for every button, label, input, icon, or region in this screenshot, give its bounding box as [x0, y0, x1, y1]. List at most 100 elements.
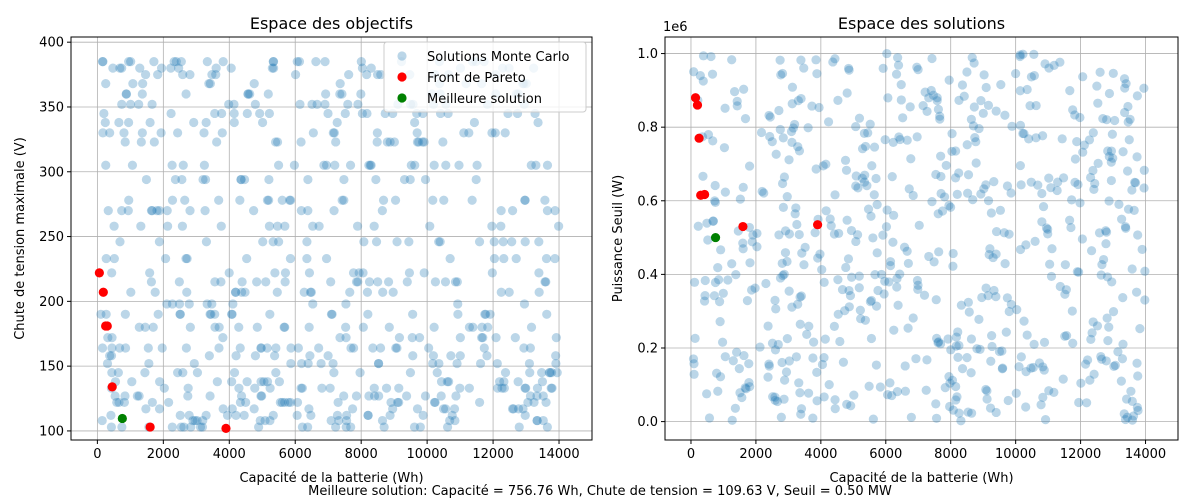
monte-carlo-point: [982, 386, 992, 396]
monte-carlo-point: [285, 195, 295, 205]
chart-title: Espace des solutions: [838, 14, 1005, 33]
monte-carlo-point: [1066, 222, 1076, 233]
monte-carlo-point: [989, 285, 999, 296]
monte-carlo-point: [885, 261, 896, 271]
monte-carlo-point: [477, 333, 487, 343]
monte-carlo-point: [363, 309, 373, 319]
monte-carlo-point: [520, 237, 530, 247]
monte-carlo-point: [339, 391, 349, 401]
monte-carlo-point: [994, 346, 1005, 357]
monte-carlo-point: [728, 356, 738, 366]
monte-carlo-point: [1057, 134, 1067, 144]
monte-carlo-point: [841, 165, 852, 175]
monte-carlo-point: [1065, 86, 1075, 96]
monte-carlo-point: [1122, 412, 1133, 422]
monte-carlo-point: [347, 404, 358, 414]
monte-carlo-point: [1067, 306, 1077, 316]
monte-carlo-point: [998, 363, 1008, 373]
monte-carlo-point: [710, 180, 720, 191]
monte-carlo-point: [379, 422, 389, 432]
monte-carlo-point: [137, 128, 147, 138]
monte-carlo-point: [952, 392, 962, 402]
monte-carlo-point: [124, 57, 134, 67]
monte-carlo-point: [496, 287, 506, 297]
monte-carlo-point: [1002, 293, 1012, 303]
monte-carlo-point: [1004, 229, 1014, 239]
monte-carlo-point: [945, 378, 955, 388]
monte-carlo-point: [454, 160, 464, 170]
monte-carlo-point: [1097, 354, 1107, 364]
monte-carlo-point: [156, 63, 167, 73]
monte-carlo-point: [777, 258, 787, 268]
monte-carlo-point: [106, 422, 117, 432]
monte-carlo-point: [795, 388, 805, 398]
monte-carlo-point: [745, 258, 755, 268]
monte-carlo-point: [1073, 179, 1083, 190]
monte-carlo-point: [229, 108, 239, 119]
monte-carlo-point: [752, 242, 762, 252]
monte-carlo-point: [487, 268, 497, 278]
monte-carlo-point: [299, 287, 309, 297]
monte-carlo-point: [1123, 117, 1133, 127]
monte-carlo-point: [793, 142, 803, 152]
monte-carlo-point: [799, 260, 809, 270]
monte-carlo-point: [264, 108, 274, 119]
monte-carlo-point: [200, 206, 210, 216]
monte-carlo-point: [236, 391, 247, 401]
monte-carlo-point: [451, 391, 461, 401]
monte-carlo-point: [1058, 374, 1068, 384]
monte-carlo-point: [698, 76, 708, 86]
monte-carlo-point: [409, 422, 420, 432]
monte-carlo-point: [996, 79, 1006, 90]
monte-carlo-point: [186, 422, 196, 432]
monte-carlo-point: [688, 354, 699, 364]
monte-carlo-point: [358, 268, 368, 278]
monte-carlo-point: [699, 296, 710, 306]
monte-carlo-point: [708, 216, 718, 226]
monte-carlo-point: [268, 410, 278, 420]
monte-carlo-point: [237, 277, 247, 287]
monte-carlo-point: [1029, 339, 1039, 350]
monte-carlo-point: [1015, 86, 1025, 96]
monte-carlo-point: [106, 351, 117, 361]
monte-carlo-point: [268, 57, 278, 67]
monte-carlo-point: [205, 79, 215, 89]
monte-carlo-point: [1038, 131, 1048, 141]
monte-carlo-point: [892, 282, 902, 292]
monte-carlo-point: [773, 339, 783, 350]
monte-carlo-point: [1000, 110, 1010, 120]
monte-carlo-point: [362, 69, 372, 80]
monte-carlo-point: [101, 79, 111, 89]
monte-carlo-point: [714, 275, 724, 285]
monte-carlo-point: [162, 299, 172, 309]
monte-carlo-point: [908, 313, 918, 323]
monte-carlo-point: [341, 333, 351, 343]
monte-carlo-point: [534, 287, 544, 297]
monte-carlo-point: [252, 322, 262, 332]
monte-carlo-point: [404, 237, 414, 247]
monte-carlo-point: [227, 309, 237, 319]
monte-carlo-point: [1130, 177, 1140, 187]
monte-carlo-point: [924, 93, 934, 103]
monte-carlo-point: [373, 358, 384, 369]
monte-carlo-point: [954, 95, 964, 105]
monte-carlo-point: [183, 383, 193, 393]
monte-carlo-point: [940, 382, 950, 393]
monte-carlo-point: [854, 113, 865, 123]
monte-carlo-point: [335, 89, 345, 99]
pareto-point: [102, 321, 112, 331]
monte-carlo-point: [109, 253, 119, 264]
monte-carlo-point: [991, 291, 1001, 302]
monte-carlo-point: [507, 404, 518, 414]
monte-carlo-point: [479, 343, 489, 353]
monte-carlo-point: [286, 397, 296, 408]
monte-carlo-point: [121, 89, 132, 99]
monte-carlo-point: [1028, 362, 1038, 373]
monte-carlo-point: [99, 108, 109, 119]
monte-carlo-point: [1133, 371, 1143, 381]
monte-carlo-point: [1082, 398, 1092, 408]
monte-carlo-point: [1110, 115, 1120, 126]
monte-carlo-point: [951, 381, 961, 392]
monte-carlo-point: [286, 195, 296, 205]
monte-carlo-point: [820, 334, 830, 344]
